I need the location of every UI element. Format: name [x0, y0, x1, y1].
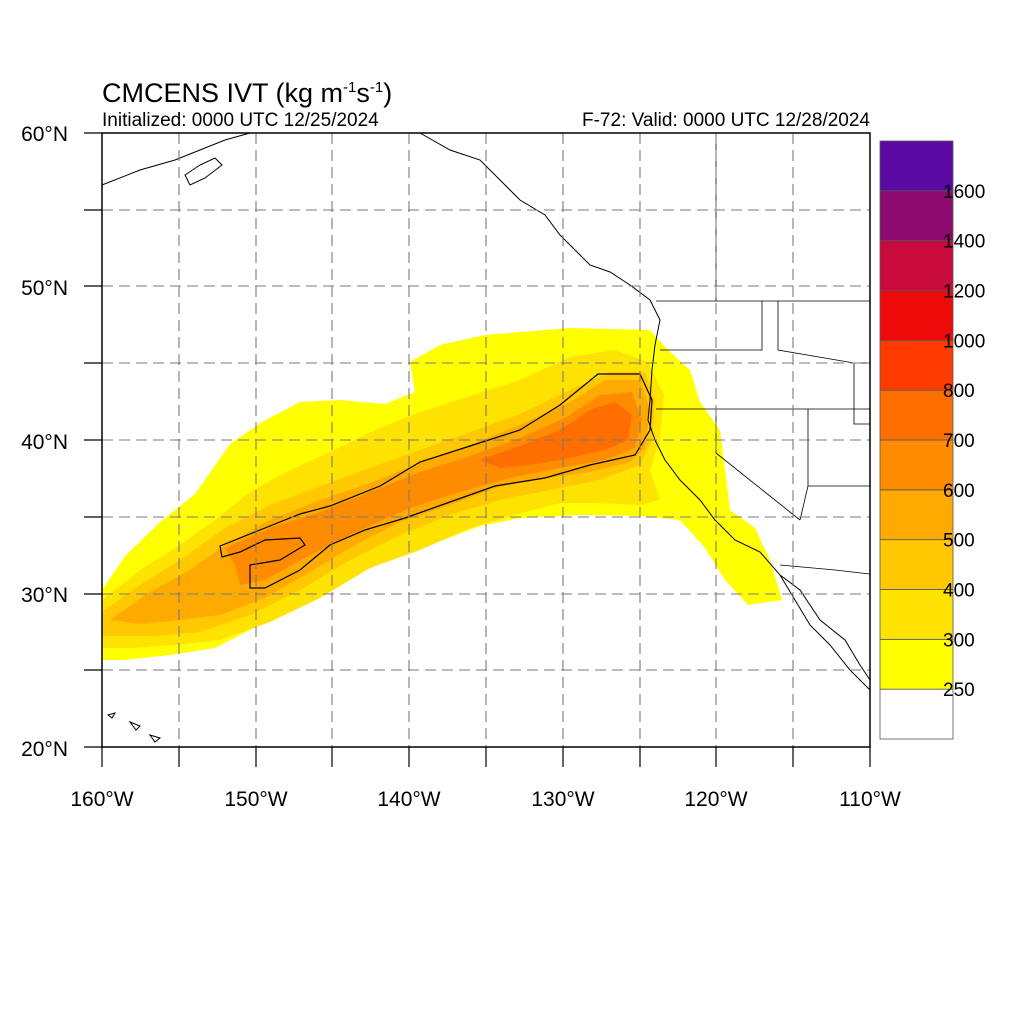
colorbar-label: 250	[943, 680, 975, 701]
colorbar-label: 1200	[943, 282, 985, 303]
colorbar-label: 500	[943, 531, 975, 552]
lon-label-110w: 110°W	[839, 788, 901, 811]
valid-time-label: F-72: Valid: 0000 UTC 12/28/2024	[582, 110, 870, 131]
mexico-border	[779, 564, 871, 575]
colorbar-swatch	[879, 389, 954, 441]
colorbar-label: 800	[943, 381, 975, 402]
colorbar-swatch	[879, 589, 954, 640]
lat-label-20: 20°N	[21, 738, 68, 761]
lon-label-160w: 160°W	[70, 788, 133, 811]
alaska-coastline	[101, 132, 251, 186]
colorbar-swatch	[879, 290, 954, 341]
hawaii-islands	[106, 712, 162, 743]
baja-coastline	[779, 574, 871, 681]
lat-label-30: 30°N	[21, 584, 68, 607]
lon-label-140w: 140°W	[377, 788, 440, 811]
ivt-field	[102, 328, 782, 660]
axis-ticks	[84, 132, 871, 767]
north-america-coastline	[419, 132, 871, 691]
lat-label-60: 60°N	[21, 123, 68, 146]
colorbar-swatch	[879, 190, 954, 242]
colorbar-swatch	[879, 240, 954, 291]
colorbar-swatch	[879, 339, 954, 391]
colorbar-label: 400	[943, 581, 975, 602]
lon-label-130w: 130°W	[531, 788, 594, 811]
coastlines	[101, 132, 871, 743]
latitude-labels: 20°N 30°N 40°N 50°N 60°N	[21, 123, 68, 761]
lon-label-120w: 120°W	[684, 788, 747, 811]
colorbar-label: 1000	[943, 331, 985, 352]
colorbar-label: 300	[943, 630, 975, 651]
figure-title: CMCENS IVT (kg m-1s-1)	[102, 78, 393, 108]
colorbar-label: 1400	[943, 232, 985, 253]
initialized-label: Initialized: 0000 UTC 12/25/2024	[102, 110, 379, 131]
colorbar-label: 600	[943, 481, 975, 502]
ivt-outline-contour	[219, 373, 653, 589]
lon-label-150w: 150°W	[224, 788, 287, 811]
colorbar-swatch	[879, 489, 954, 541]
ivt-700-contour-fill	[480, 402, 632, 468]
colorbar-swatch	[879, 439, 954, 491]
colorbar-swatch	[879, 140, 954, 192]
lat-label-40: 40°N	[21, 431, 68, 454]
colorbar-labels: 250 300 400 500 600 700 800 1000 1200 1400 1600	[943, 182, 985, 701]
grid-lines	[102, 133, 870, 747]
colorbar-label: 700	[943, 431, 975, 452]
colorbar-swatch	[879, 638, 954, 690]
alaska-island-coast	[184, 157, 223, 186]
us-state-borders	[656, 133, 870, 521]
longitude-labels: 160°W 150°W 140°W 130°W 120°W 110°W	[70, 788, 901, 811]
colorbar	[879, 140, 954, 740]
lat-label-50: 50°N	[21, 277, 68, 300]
colorbar-label: 1600	[943, 182, 985, 203]
